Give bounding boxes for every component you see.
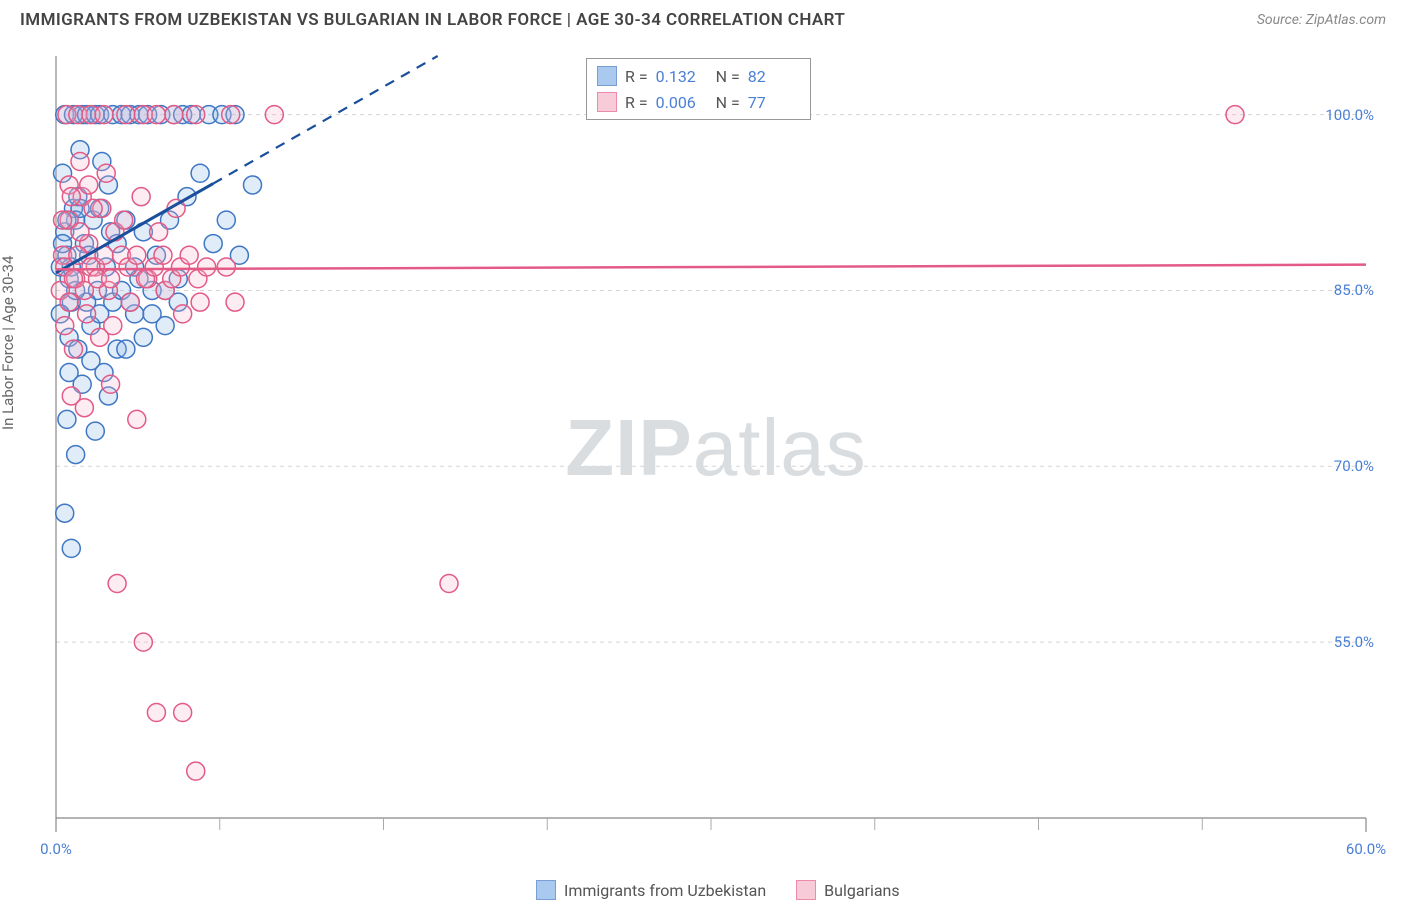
series-legend: Immigrants from Uzbekistan Bulgarians [536,880,900,900]
correlation-legend: R = 0.132 N = 82 R = 0.006 N = 77 [586,58,811,120]
chart-title: IMMIGRANTS FROM UZBEKISTAN VS BULGARIAN … [20,10,845,30]
legend-row-uzbekistan: R = 0.132 N = 82 [597,63,800,89]
y-tick-label: 85.0% [1334,281,1374,299]
legend-r-value: 0.132 [656,67,708,86]
legend-swatch [536,880,556,900]
legend-r-label: R = [625,67,648,86]
legend-row-bulgarians: R = 0.006 N = 77 [597,89,800,115]
scatter-svg [46,48,1386,848]
legend-n-label: N = [716,67,740,86]
source-label: Source: ZipAtlas.com [1257,12,1386,28]
legend-swatch [796,880,816,900]
legend-label: Bulgarians [824,881,899,900]
plot-area: ZIPatlas 55.0%70.0%85.0%100.0% 0.0%60.0%… [46,48,1386,848]
legend-item-uzbekistan: Immigrants from Uzbekistan [536,880,766,900]
legend-label: Immigrants from Uzbekistan [564,881,766,900]
legend-n-label: N = [716,93,740,112]
y-axis-label: In Labor Force | Age 30-34 [0,256,17,430]
title-bar: IMMIGRANTS FROM UZBEKISTAN VS BULGARIAN … [0,0,1406,36]
legend-n-value: 77 [748,93,800,112]
y-tick-label: 55.0% [1334,633,1374,651]
x-tick-label: 0.0% [40,840,72,858]
legend-item-bulgarians: Bulgarians [796,880,899,900]
legend-r-label: R = [625,93,648,112]
y-tick-label: 70.0% [1334,457,1374,475]
x-tick-label: 60.0% [1346,840,1386,858]
legend-n-value: 82 [748,67,800,86]
legend-swatch [597,66,617,86]
y-tick-label: 100.0% [1325,106,1374,124]
legend-r-value: 0.006 [656,93,708,112]
legend-swatch [597,92,617,112]
